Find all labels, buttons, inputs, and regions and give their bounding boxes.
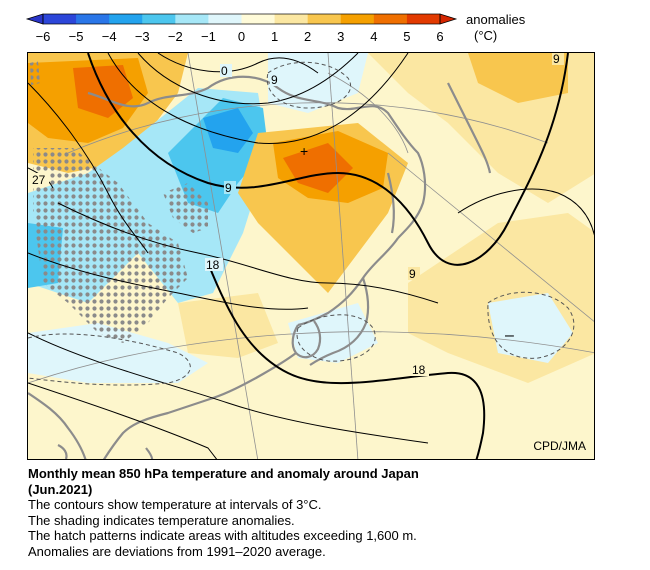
graticule-lon-1 — [187, 53, 259, 459]
contour-18 — [207, 262, 486, 459]
hatch-altai — [30, 61, 40, 85]
contour-label-9-east-loop: 9 — [409, 267, 416, 281]
colorbar-graphic — [25, 13, 458, 25]
shade-cool-north — [268, 53, 368, 113]
map-credit: CPD/JMA — [533, 439, 586, 453]
colorbar-tick-label: −2 — [167, 29, 183, 44]
contour-label-18-south: 18 — [412, 363, 426, 377]
contour-label-0: 0 — [221, 64, 228, 78]
high-altitude-hatch — [30, 61, 208, 343]
anomaly-map: 0 9 9 27 9 18 9 18 – + CPD/JMA — [27, 52, 595, 460]
colorbar-tick-label: −5 — [68, 29, 84, 44]
coastlines — [28, 75, 492, 459]
contour-12 — [57, 202, 439, 304]
colorbar-segment — [274, 14, 309, 24]
colorbar-tick-label: 1 — [270, 29, 279, 44]
dashed-contour-pacific — [487, 291, 575, 359]
colorbar-segment — [307, 14, 342, 24]
graticule — [28, 53, 594, 459]
dashed-contour-southchina — [28, 333, 191, 386]
shade-warm-east — [468, 53, 568, 103]
colorbar-frame — [42, 13, 441, 25]
coast-taiwan — [145, 447, 154, 459]
colorbar-left-arrow — [25, 13, 44, 25]
hatch-mongolia-plateau — [163, 183, 208, 233]
contour-labels: 0 9 9 27 9 18 9 18 — [31, 53, 564, 377]
caption-title-line2: (Jun.2021) — [28, 481, 93, 497]
colorbar-tick-label: −1 — [200, 29, 216, 44]
shade-cool-japan — [288, 303, 378, 363]
caption-line-hatch: The hatch patterns indicate areas with a… — [28, 528, 417, 543]
coast-korea — [291, 320, 322, 359]
temperature-contours — [28, 53, 594, 459]
shade-cool-southchina — [28, 323, 208, 383]
contour-24 — [28, 382, 218, 459]
hatch-tibet-plateau — [33, 148, 188, 343]
contour-6 — [107, 53, 409, 144]
colorbar-segment — [241, 14, 276, 24]
caption-line-shading: The shading indicates temperature anomal… — [28, 512, 295, 528]
colorbar-tick-label: −6 — [35, 29, 51, 44]
map-graphic: 0 9 9 27 9 18 9 18 – + — [28, 53, 594, 459]
anomaly-maximum-marker: + — [300, 143, 308, 159]
contour-3 — [137, 53, 359, 105]
colorbar-segment — [208, 14, 242, 24]
coast-north-asia — [87, 75, 427, 239]
graticule-lon-4 — [327, 72, 409, 154]
contour-label-18-west: 18 — [206, 258, 220, 272]
anomaly-shading — [28, 53, 594, 383]
colorbar-tick-label: 4 — [370, 29, 378, 44]
colorbar-tick-label: 6 — [436, 29, 444, 44]
anomaly-colorbar: −6 −5 −4 −3 −2 −1 0 1 2 3 4 5 6 anomalies (°C) — [0, 0, 650, 50]
contour-0 — [157, 53, 319, 74]
contour-label-9-east: 9 — [553, 53, 560, 66]
colorbar-segment — [142, 14, 176, 24]
graticule-lon-3 — [387, 152, 594, 322]
caption-title-line1: Monthly mean 850 hPa temperature and ano… — [28, 466, 419, 481]
colorbar-tick-label: −4 — [101, 29, 117, 44]
contour-label-9-north: 9 — [271, 73, 278, 87]
contour-east-loop — [457, 188, 594, 236]
coast-indochina — [28, 392, 87, 459]
contour-label-27: 27 — [32, 173, 46, 187]
colorbar-title: anomalies — [466, 12, 526, 27]
colorbar-segment — [109, 14, 143, 24]
colorbar-segment — [373, 14, 408, 24]
contour-9-north — [87, 53, 569, 266]
contour-15 — [28, 252, 309, 310]
figure-caption: Monthly mean 850 hPa temperature and ano… — [28, 466, 628, 559]
colorbar-right-arrow — [439, 13, 458, 25]
shade-deeporange-northwest — [73, 65, 133, 118]
dashed-contour-north — [266, 61, 351, 109]
shade-warm-southeast — [408, 213, 594, 383]
colorbar-tick-label: 0 — [237, 29, 246, 44]
shade-warm-china — [178, 293, 278, 358]
coast-hainan — [57, 444, 68, 459]
colorbar-segment — [43, 14, 77, 24]
shade-deepblue-mongolia — [203, 108, 253, 153]
colorbar-segment — [76, 14, 110, 24]
caption-line-normal: Anomalies are deviations from 1991–2020 … — [28, 543, 326, 559]
colorbar-segment — [340, 14, 375, 24]
graticule-lat-1 — [28, 331, 594, 384]
colorbar-segment — [406, 14, 441, 24]
coast-kamchatka — [447, 82, 492, 174]
coast-sakhalin — [386, 172, 395, 234]
caption-line-contours: The contours show temperature at interva… — [28, 497, 322, 512]
colorbar-tick-label: 5 — [403, 29, 411, 44]
colorbar-segment — [175, 14, 209, 24]
colorbar-tick-label: −3 — [134, 29, 150, 44]
colorbar-segments — [43, 14, 441, 24]
colorbar-tick-label: 3 — [337, 29, 345, 44]
graticule-lon-2 — [327, 53, 359, 459]
colorbar-tick-label: 2 — [304, 29, 312, 44]
contour-label-9-central: 9 — [225, 181, 232, 195]
contour-21 — [28, 332, 429, 444]
anomaly-minimum-marker: – — [505, 327, 514, 344]
coast-china — [102, 352, 297, 459]
negative-anomaly-contours — [28, 61, 575, 386]
graticule-lat-2 — [67, 102, 549, 154]
colorbar-unit: (°C) — [474, 28, 498, 43]
